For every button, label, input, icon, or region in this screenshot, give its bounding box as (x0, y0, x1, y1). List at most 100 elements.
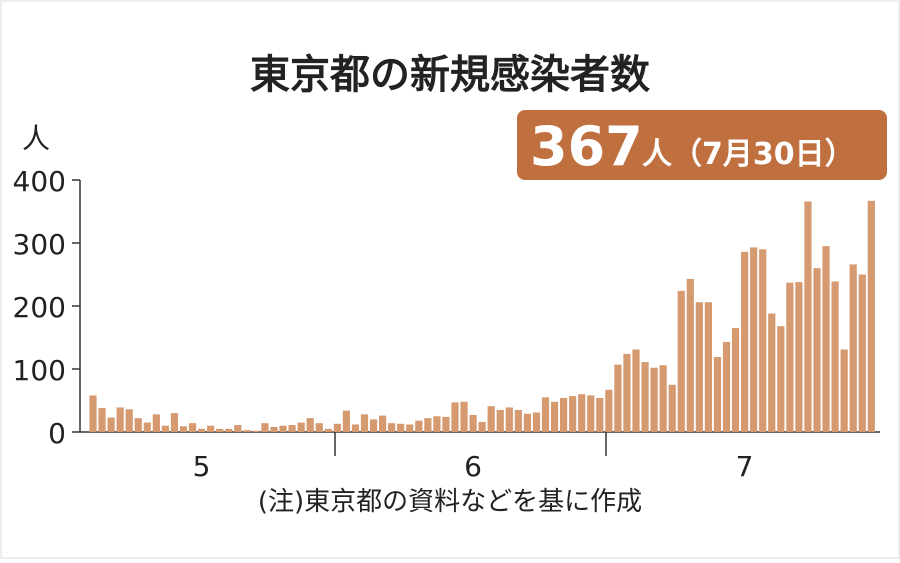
bar (460, 401, 468, 432)
bar (270, 426, 278, 432)
bar (351, 424, 360, 432)
bar (179, 426, 188, 432)
bar (306, 418, 314, 432)
bar (741, 251, 749, 432)
y-tick-label: 300 (13, 228, 66, 261)
bar (840, 349, 848, 432)
annotation-value: 367 (530, 115, 643, 178)
bar (849, 264, 857, 432)
bar (324, 428, 332, 432)
bar (759, 249, 767, 432)
bar (415, 420, 423, 432)
bar (569, 396, 577, 432)
bar (261, 423, 269, 432)
bar (207, 425, 215, 432)
annotation-text: 人（7月30日） (642, 137, 855, 172)
bar (333, 423, 341, 432)
bar (560, 397, 568, 432)
bar (614, 364, 622, 432)
bar (152, 414, 160, 432)
bar (867, 200, 875, 432)
bar (225, 428, 233, 432)
bar (750, 247, 758, 432)
bar (822, 246, 830, 432)
bar (125, 409, 133, 432)
bar (523, 413, 531, 432)
bar (813, 268, 821, 432)
bar (496, 409, 504, 432)
bar (216, 428, 224, 432)
bar (650, 367, 658, 432)
bar (587, 395, 595, 432)
bar (451, 402, 459, 432)
bar (795, 282, 803, 432)
bar (297, 422, 305, 432)
bar (605, 389, 613, 432)
bar (695, 302, 703, 432)
bar (315, 423, 323, 432)
bar (107, 417, 115, 432)
note: (注)東京都の資料などを基に作成 (258, 487, 642, 517)
y-tick-label: 0 (48, 417, 66, 450)
bar (596, 397, 604, 432)
y-axis-label: 人 (22, 122, 50, 155)
bar (632, 349, 640, 432)
bar (831, 281, 839, 432)
bar (170, 413, 179, 432)
bar (469, 414, 477, 432)
bar (360, 414, 369, 432)
bar (541, 397, 550, 432)
bar (487, 406, 495, 432)
bar (668, 384, 676, 432)
bar (388, 423, 396, 432)
bar (722, 341, 731, 432)
bar (505, 407, 513, 432)
bar (731, 328, 740, 432)
chart-title: 東京都の新規感染者数 (250, 52, 650, 98)
x-tick-label: 6 (464, 450, 482, 483)
bar (89, 395, 97, 432)
bar (379, 415, 387, 432)
bar (532, 412, 541, 432)
y-tick-label: 400 (13, 165, 66, 198)
bar (143, 422, 151, 432)
bar (623, 353, 631, 432)
bar (134, 418, 142, 432)
bar (442, 416, 450, 432)
bar (713, 357, 722, 432)
bar (433, 416, 441, 432)
bar (578, 394, 586, 432)
y-tick-label: 200 (13, 291, 66, 324)
bar (188, 423, 197, 432)
annotation-box (517, 110, 887, 180)
bar (424, 418, 432, 432)
bar (786, 282, 794, 432)
bar (252, 430, 260, 432)
bar (369, 419, 378, 432)
bar (777, 326, 785, 432)
bar (397, 423, 405, 432)
y-tick-label: 100 (13, 354, 66, 387)
bar (288, 425, 296, 432)
bar (768, 313, 776, 432)
bar (677, 290, 685, 432)
bar (198, 428, 206, 432)
x-tick-label: 7 (736, 450, 754, 483)
x-tick-label: 5 (193, 450, 211, 483)
bar (342, 410, 350, 432)
bar (704, 302, 712, 432)
bar (161, 425, 169, 432)
bar (243, 430, 251, 432)
bar (804, 201, 812, 432)
bar (98, 408, 106, 432)
bar (279, 425, 287, 432)
bar (550, 401, 559, 432)
bar (659, 365, 667, 432)
bar (514, 409, 522, 432)
bar (478, 421, 486, 432)
bar (686, 278, 694, 432)
bar (858, 274, 866, 432)
bar (641, 362, 649, 432)
